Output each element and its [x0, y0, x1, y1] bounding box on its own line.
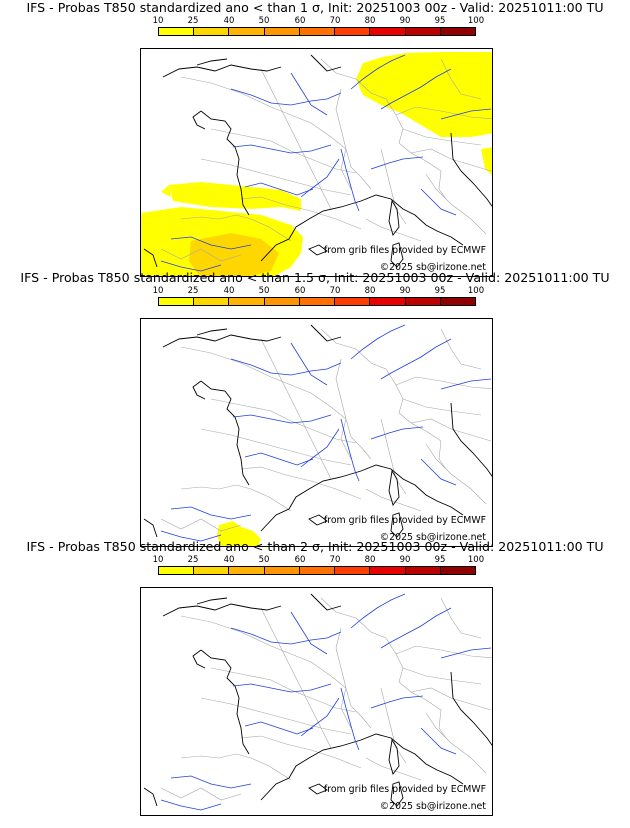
colorbar-tick: 100 — [467, 16, 485, 26]
colorbar — [158, 566, 476, 575]
colorbar — [158, 297, 476, 306]
map-panel-2: IFS - Probas T850 standardized ano < tha… — [0, 270, 630, 547]
colorbar-tick: 40 — [223, 16, 235, 26]
country-borders — [160, 328, 492, 532]
country-borders — [160, 597, 492, 801]
colorbar-tick: 95 — [434, 286, 446, 296]
map-canvas — [143, 593, 492, 811]
colorbar-tick: 100 — [467, 286, 485, 296]
colorbar-swatch — [405, 567, 441, 574]
colorbar-swatch — [194, 567, 230, 574]
probability-fill — [217, 521, 261, 546]
colorbar-swatch — [264, 298, 300, 305]
colorbar-swatch — [440, 298, 475, 305]
probability-fill — [141, 52, 492, 276]
map-canvas — [143, 324, 492, 546]
colorbar-tick: 70 — [329, 16, 341, 26]
colorbar-swatch — [264, 28, 300, 35]
colorbar-tick: 80 — [364, 555, 376, 565]
colorbar-swatch — [159, 298, 195, 305]
colorbar-tick: 60 — [294, 555, 306, 565]
colorbar-swatch — [405, 28, 441, 35]
colorbar-swatch — [299, 28, 336, 35]
colorbar-swatch — [370, 567, 406, 574]
colorbar-tick: 25 — [187, 555, 199, 565]
colorbar-swatch — [335, 567, 371, 574]
colorbar — [158, 27, 476, 36]
colorbar-swatch — [299, 298, 336, 305]
colorbar-tick: 10 — [152, 16, 164, 26]
colorbar-swatch — [159, 567, 195, 574]
colorbar-tick: 80 — [364, 286, 376, 296]
colorbar-swatch — [229, 298, 265, 305]
probability-map: from grib files provided by ECMWF ©2025 … — [140, 587, 493, 816]
copyright-text: ©2025 sb@irizone.net — [379, 532, 486, 543]
colorbar-swatch — [440, 567, 475, 574]
coastlines — [143, 324, 492, 538]
colorbar-swatch — [335, 28, 371, 35]
source-credit: from grib files provided by ECMWF — [323, 245, 486, 256]
country-borders — [160, 58, 492, 262]
colorbar-tick: 70 — [329, 286, 341, 296]
probability-map: from grib files provided by ECMWF ©2025 … — [140, 48, 493, 277]
colorbar-tick: 25 — [187, 286, 199, 296]
copyright-text: ©2025 sb@irizone.net — [379, 801, 486, 812]
coastlines — [143, 593, 492, 807]
colorbar-swatch — [335, 298, 371, 305]
colorbar-tick: 40 — [223, 555, 235, 565]
panel-title: IFS - Probas T850 standardized ano < tha… — [26, 539, 604, 554]
colorbar-tick: 50 — [258, 16, 270, 26]
colorbar-tick: 25 — [187, 16, 199, 26]
colorbar-swatch — [299, 567, 336, 574]
colorbar-tick: 100 — [467, 555, 485, 565]
colorbar-tick: 90 — [399, 555, 411, 565]
colorbar-tick: 95 — [434, 555, 446, 565]
colorbar-tick: 60 — [294, 286, 306, 296]
rivers — [160, 54, 492, 272]
source-credit: from grib files provided by ECMWF — [323, 784, 486, 795]
colorbar-ticks: 10 25 40 50 60 70 80 90 95 100 — [140, 286, 490, 296]
colorbar-tick: 70 — [329, 555, 341, 565]
colorbar-swatch — [370, 298, 406, 305]
colorbar-swatch — [440, 28, 475, 35]
colorbar-swatch — [264, 567, 300, 574]
colorbar-tick: 80 — [364, 16, 376, 26]
colorbar-tick: 90 — [399, 16, 411, 26]
colorbar-tick: 95 — [434, 16, 446, 26]
colorbar-swatch — [194, 298, 230, 305]
panel-title: IFS - Probas T850 standardized ano < tha… — [26, 0, 604, 15]
colorbar-tick: 10 — [152, 555, 164, 565]
probability-map: from grib files provided by ECMWF ©2025 … — [140, 318, 493, 547]
colorbar-tick: 60 — [294, 16, 306, 26]
colorbar-tick: 40 — [223, 286, 235, 296]
colorbar-tick: 50 — [258, 555, 270, 565]
colorbar-swatch — [370, 28, 406, 35]
source-credit: from grib files provided by ECMWF — [323, 515, 486, 526]
panel-title: IFS - Probas T850 standardized ano < tha… — [20, 270, 610, 285]
colorbar-swatch — [159, 28, 195, 35]
colorbar-ticks: 10 25 40 50 60 70 80 90 95 100 — [140, 16, 490, 26]
colorbar-tick: 10 — [152, 286, 164, 296]
copyright-text: ©2025 sb@irizone.net — [379, 262, 486, 273]
rivers — [160, 593, 492, 811]
coastlines — [143, 54, 492, 268]
rivers — [160, 324, 492, 542]
map-panel-1: IFS - Probas T850 standardized ano < tha… — [0, 0, 630, 277]
colorbar-ticks: 10 25 40 50 60 70 80 90 95 100 — [140, 555, 490, 565]
map-panel-3: IFS - Probas T850 standardized ano < tha… — [0, 539, 630, 816]
colorbar-tick: 50 — [258, 286, 270, 296]
colorbar-swatch — [229, 567, 265, 574]
colorbar-swatch — [194, 28, 230, 35]
colorbar-swatch — [405, 298, 441, 305]
map-canvas — [141, 52, 492, 276]
colorbar-swatch — [229, 28, 265, 35]
colorbar-tick: 90 — [399, 286, 411, 296]
